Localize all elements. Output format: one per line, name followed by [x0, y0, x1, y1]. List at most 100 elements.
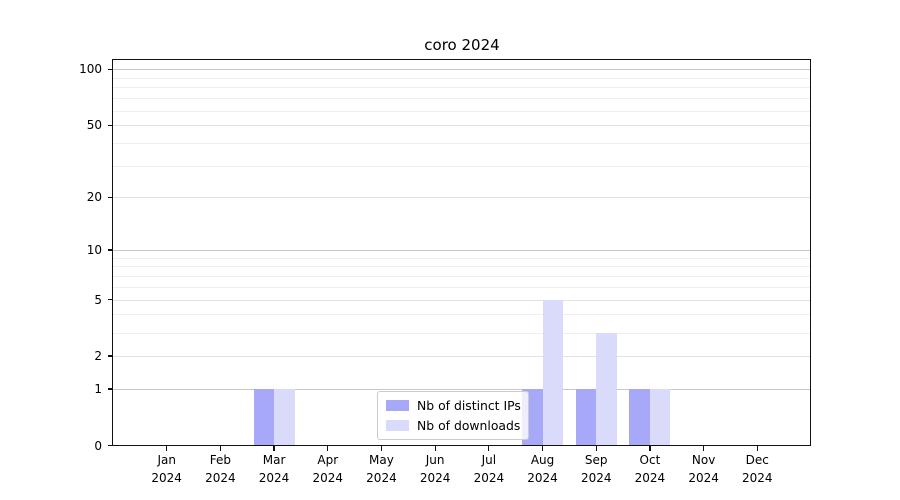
y-tick-label: 100: [79, 62, 102, 77]
x-tick-year-label: 2024: [205, 470, 236, 485]
y-tick-label: 0: [94, 438, 102, 453]
x-tick-label: May 2024: [349, 452, 413, 487]
gridline-20: [113, 197, 811, 199]
x-tick-month-label: Jun: [425, 453, 445, 467]
gridline-8: [113, 266, 811, 268]
x-tick-month-label: May: [369, 453, 394, 467]
y-tick-mark: [108, 298, 113, 301]
bar-downloads: [596, 332, 617, 446]
bar-downloads: [649, 389, 671, 446]
x-tick-label: Oct 2024: [618, 452, 682, 487]
x-tick-mark: [595, 446, 597, 451]
x-tick-mark: [434, 446, 436, 451]
x-tick-month-label: Nov: [691, 453, 716, 467]
x-tick-year-label: 2024: [151, 470, 182, 485]
y-tick-mark: [108, 124, 113, 126]
x-tick-mark: [756, 446, 758, 451]
x-tick-month-label: Dec: [745, 453, 769, 467]
x-tick-year-label: 2024: [580, 470, 612, 485]
y-tick-mark: [108, 444, 113, 447]
x-tick-month-label: Mar: [262, 453, 286, 467]
x-tick-month-label: Jul: [481, 453, 497, 467]
y-tick-label: 2: [94, 348, 102, 363]
y-tick-label: 1: [94, 382, 102, 397]
x-tick-label: Sep 2024: [564, 452, 628, 487]
x-tick-mark: [219, 446, 222, 451]
x-tick-label: Mar 2024: [242, 452, 306, 487]
x-tick-month-label: Apr: [317, 453, 339, 467]
legend-entry-downloads: Nb of downloads: [386, 418, 521, 433]
gridline-3: [113, 332, 811, 334]
gridline-9: [113, 257, 811, 259]
gridline-6: [113, 286, 811, 288]
x-tick-mark: [649, 446, 651, 451]
bar-distinct-ips: [575, 389, 597, 446]
x-tick-label: Aug 2024: [511, 452, 575, 487]
y-tick-label: 50: [86, 118, 102, 133]
x-tick-label: Nov 2024: [672, 452, 736, 487]
y-tick-label: 5: [94, 292, 102, 307]
x-tick-mark: [488, 446, 490, 451]
x-tick-year-label: 2024: [366, 470, 397, 485]
gridline-80: [113, 87, 811, 89]
gridline-10: [113, 250, 811, 252]
x-tick-year-label: 2024: [258, 470, 290, 485]
x-tick-label: Feb 2024: [188, 452, 252, 487]
y-tick-mark: [108, 196, 113, 199]
bar-distinct-ips: [629, 389, 650, 446]
gridline-7: [113, 276, 811, 278]
x-tick-mark: [541, 446, 544, 451]
bar-downloads: [274, 389, 295, 446]
legend-entry-distinct-ips: Nb of distinct IPs: [386, 398, 521, 413]
x-tick-label: Jan 2024: [135, 452, 199, 487]
x-tick-mark: [380, 446, 383, 451]
x-tick-mark: [327, 446, 329, 451]
legend-swatch-distinct-ips: [386, 400, 409, 411]
x-tick-label: Apr 2024: [296, 452, 360, 487]
x-tick-mark: [166, 446, 168, 451]
gridline-5: [113, 299, 811, 301]
legend-label-distinct-ips: Nb of distinct IPs: [417, 398, 521, 413]
y-tick-mark: [108, 388, 113, 390]
x-tick-year-label: 2024: [527, 470, 558, 485]
x-tick-year-label: 2024: [634, 470, 666, 485]
legend-label-downloads: Nb of downloads: [417, 418, 521, 433]
y-tick-label: 20: [86, 190, 102, 205]
x-tick-year-label: 2024: [312, 470, 344, 485]
gridline-100: [113, 69, 811, 71]
x-tick-label: Jun 2024: [403, 452, 467, 487]
y-tick-mark: [108, 249, 113, 251]
x-tick-year-label: 2024: [473, 470, 505, 485]
gridline-40: [113, 142, 811, 144]
x-tick-year-label: 2024: [742, 470, 773, 485]
plot-area: Nb of distinct IPs Nb of downloads: [113, 60, 811, 446]
x-tick-label: Dec 2024: [725, 452, 789, 487]
y-tick-label: 10: [86, 243, 102, 258]
gridline-30: [113, 165, 811, 167]
x-tick-month-label: Oct: [639, 453, 661, 467]
bar-downloads: [542, 299, 564, 446]
x-tick-month-label: Feb: [209, 453, 231, 467]
x-tick-year-label: 2024: [688, 470, 719, 485]
gridline-60: [113, 110, 811, 112]
y-tick-mark: [108, 355, 113, 357]
x-tick-month-label: Sep: [584, 453, 608, 467]
x-tick-mark: [702, 446, 705, 451]
gridline-4: [113, 314, 811, 316]
bar-distinct-ips: [253, 389, 275, 446]
x-tick-mark: [273, 446, 275, 451]
x-tick-month-label: Jan: [157, 453, 176, 467]
gridline-90: [113, 77, 811, 79]
y-tick-mark: [108, 68, 113, 71]
legend-swatch-downloads: [386, 420, 409, 431]
legend: Nb of distinct IPs Nb of downloads: [377, 391, 529, 440]
x-tick-label: Jul 2024: [457, 452, 521, 487]
gridline-2: [113, 355, 811, 357]
gridline-70: [113, 98, 811, 100]
chart-title: coro 2024: [424, 36, 500, 54]
gridline-1: [113, 389, 811, 391]
x-tick-year-label: 2024: [419, 470, 451, 485]
gridline-50: [113, 125, 811, 127]
x-tick-month-label: Aug: [530, 453, 555, 467]
